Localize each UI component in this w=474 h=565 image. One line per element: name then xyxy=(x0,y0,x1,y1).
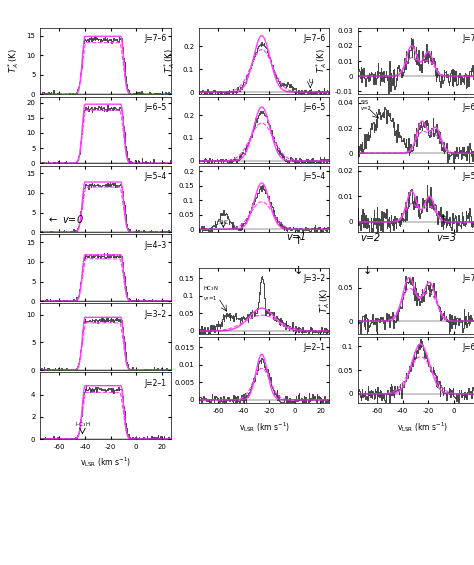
Text: J=4–3: J=4–3 xyxy=(145,241,167,250)
Text: SiS
v=2: SiS v=2 xyxy=(360,101,371,111)
Text: J=3–2: J=3–2 xyxy=(303,275,326,284)
Text: $\uparrow$: $\uparrow$ xyxy=(291,233,302,246)
Text: v=1: v=1 xyxy=(287,232,307,242)
Text: J=2–1: J=2–1 xyxy=(303,344,326,353)
Y-axis label: $T_A^*$(K): $T_A^*$(K) xyxy=(6,49,21,73)
Text: v=3: v=3 xyxy=(436,233,456,244)
Text: J=5–4: J=5–4 xyxy=(303,172,326,181)
Text: J=6–5: J=6–5 xyxy=(303,103,326,112)
Text: $\downarrow$: $\downarrow$ xyxy=(291,264,302,276)
Text: HC$_3$N
$\nu_7$=1: HC$_3$N $\nu_7$=1 xyxy=(203,284,219,303)
Text: v=2: v=2 xyxy=(360,233,380,244)
Text: J=5–4: J=5–4 xyxy=(462,172,474,181)
Y-axis label: $T_A^*$(K): $T_A^*$(K) xyxy=(314,49,329,73)
Text: J=7–6: J=7–6 xyxy=(462,275,474,284)
Text: J=6–5: J=6–5 xyxy=(462,103,474,112)
X-axis label: v$_\mathrm{LSR}$ (km s$^{-1}$): v$_\mathrm{LSR}$ (km s$^{-1}$) xyxy=(80,455,131,470)
Text: J=7–6: J=7–6 xyxy=(303,34,326,44)
Text: $\leftarrow$ v=0: $\leftarrow$ v=0 xyxy=(47,213,83,225)
Text: J=3–2: J=3–2 xyxy=(145,310,167,319)
Text: J=6–5: J=6–5 xyxy=(145,103,167,112)
Text: $\downarrow$: $\downarrow$ xyxy=(360,264,372,276)
Y-axis label: $T_A^*$(K): $T_A^*$(K) xyxy=(163,49,177,73)
Text: l-C$_3$H: l-C$_3$H xyxy=(75,420,90,429)
Text: SiC: SiC xyxy=(219,220,228,225)
Text: J=7–6: J=7–6 xyxy=(145,34,167,44)
Text: J=2–1: J=2–1 xyxy=(145,379,167,388)
Text: J=7–6: J=7–6 xyxy=(462,34,474,44)
Text: J=5–4: J=5–4 xyxy=(145,172,167,181)
Text: J=6–5: J=6–5 xyxy=(462,344,474,353)
Text: U: U xyxy=(308,79,312,84)
X-axis label: v$_\mathrm{LSR}$ (km s$^{-1}$): v$_\mathrm{LSR}$ (km s$^{-1}$) xyxy=(398,420,448,434)
Text: $\uparrow$: $\uparrow$ xyxy=(436,212,447,225)
Y-axis label: $T_A^*$(K): $T_A^*$(K) xyxy=(317,289,332,314)
X-axis label: v$_\mathrm{LSR}$ (km s$^{-1}$): v$_\mathrm{LSR}$ (km s$^{-1}$) xyxy=(239,420,290,434)
